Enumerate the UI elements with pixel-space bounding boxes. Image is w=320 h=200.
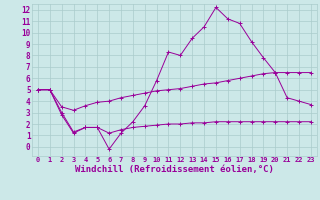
X-axis label: Windchill (Refroidissement éolien,°C): Windchill (Refroidissement éolien,°C) (75, 165, 274, 174)
